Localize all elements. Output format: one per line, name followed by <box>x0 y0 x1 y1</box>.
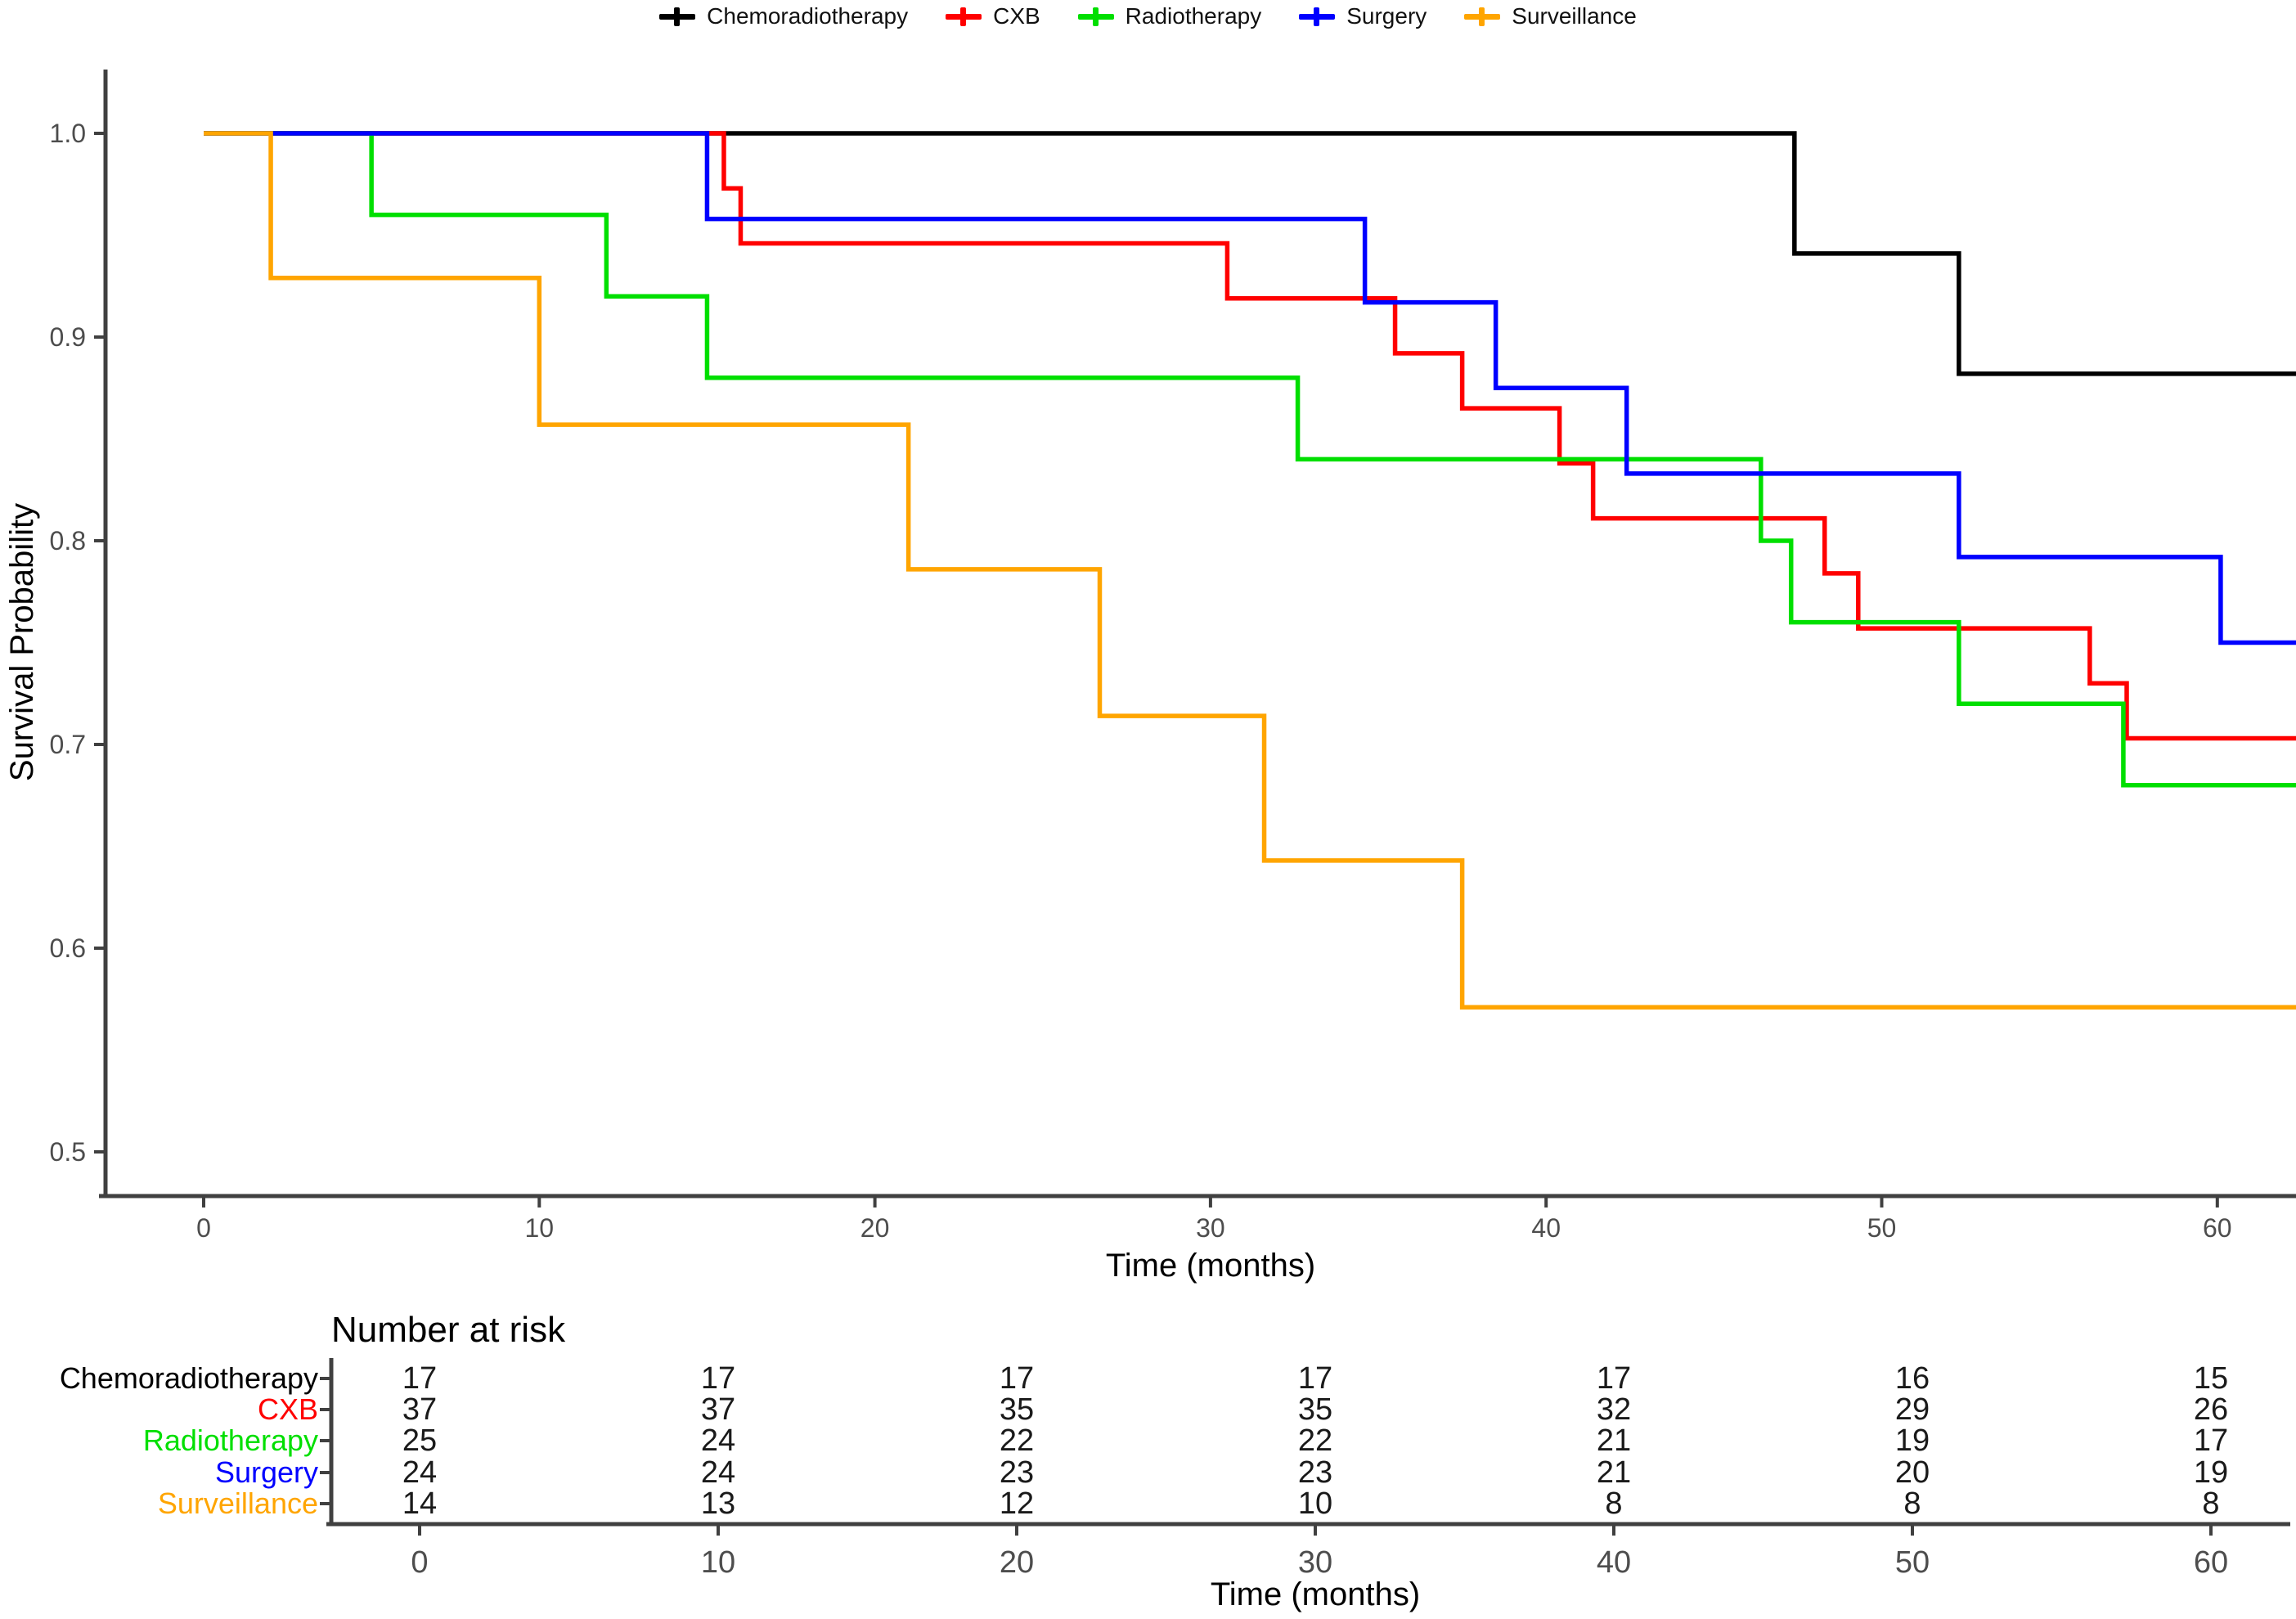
legend-item-surveillance: Surveillance <box>1464 3 1637 29</box>
y-tick-label: 1.0 <box>50 119 86 148</box>
risk-x-tick-label: 50 <box>1895 1545 1930 1580</box>
y-tick-label: 0.5 <box>50 1137 86 1167</box>
risk-x-tick-label: 0 <box>411 1545 428 1580</box>
risk-count: 8 <box>1903 1486 1921 1521</box>
y-axis-title: Survival Probability <box>4 503 40 781</box>
curve-radiotherapy <box>204 131 2296 788</box>
risk-table: Chemoradiotherapy 17 17 17 17 17 16 15 CXB 37 37 35… <box>60 1358 2290 1580</box>
y-tick-label: 0.6 <box>50 933 86 963</box>
risk-x-tick-label: 40 <box>1597 1545 1631 1580</box>
risk-count: 17 <box>2194 1423 2228 1458</box>
risk-count: 37 <box>701 1392 735 1427</box>
risk-count: 8 <box>1605 1486 1622 1521</box>
risk-x-tick-label: 10 <box>701 1545 735 1580</box>
y-tick-label: 0.9 <box>50 322 86 352</box>
legend-label: Surgery <box>1346 3 1427 29</box>
x-axis-title: Time (months) <box>1106 1248 1315 1284</box>
curve-surveillance <box>204 131 2296 1010</box>
legend-item-radiotherapy: Radiotherapy <box>1077 3 1262 29</box>
legend-label: Surveillance <box>1512 3 1637 29</box>
risk-count: 19 <box>1895 1423 1930 1458</box>
x-tick-label: 40 <box>1531 1213 1561 1243</box>
risk-row-label-surgery: Surgery <box>215 1455 318 1489</box>
legend-item-cxb: CXB <box>946 3 1040 29</box>
risk-row-label-surveillance: Surveillance <box>158 1486 318 1520</box>
risk-count: 17 <box>701 1361 735 1396</box>
risk-row-label-cxb: CXB <box>258 1392 318 1426</box>
x-tick-label: 60 <box>2203 1213 2232 1243</box>
risk-count: 20 <box>1895 1455 1930 1490</box>
risk-count: 13 <box>701 1486 735 1521</box>
risk-count: 12 <box>1000 1486 1034 1521</box>
risk-count: 8 <box>2202 1486 2219 1521</box>
risk-count: 35 <box>1000 1392 1034 1427</box>
legend-plus-marker-icon <box>1464 6 1501 28</box>
legend: Chemoradiotherapy CXB Radiotherapy Surgery S… <box>0 3 2296 29</box>
risk-count: 14 <box>402 1486 437 1521</box>
risk-count: 22 <box>1000 1423 1034 1458</box>
risk-count: 17 <box>402 1361 437 1396</box>
survival-curves <box>204 131 2296 1010</box>
legend-plus-marker-icon <box>1077 6 1114 28</box>
risk-count: 26 <box>2194 1392 2228 1427</box>
risk-x-tick-label: 20 <box>1000 1545 1034 1580</box>
risk-count: 17 <box>1000 1361 1034 1396</box>
risk-x-tick-label: 30 <box>1298 1545 1332 1580</box>
legend-label: Chemoradiotherapy <box>707 3 909 29</box>
risk-count: 23 <box>1000 1455 1034 1490</box>
risk-count: 16 <box>1895 1361 1930 1396</box>
risk-count: 10 <box>1298 1486 1332 1521</box>
curve-surgery <box>204 131 2296 645</box>
risk-count: 37 <box>402 1392 437 1427</box>
y-tick-label: 0.8 <box>50 526 86 555</box>
x-tick-label: 20 <box>860 1213 890 1243</box>
risk-count: 15 <box>2194 1361 2228 1396</box>
risk-count: 24 <box>701 1455 735 1490</box>
risk-count: 32 <box>1597 1392 1631 1427</box>
x-tick-label: 30 <box>1196 1213 1225 1243</box>
y-tick-label: 0.7 <box>50 730 86 759</box>
legend-plus-marker-icon <box>659 6 696 28</box>
risk-count: 24 <box>402 1455 437 1490</box>
risk-count: 21 <box>1597 1455 1631 1490</box>
risk-count: 17 <box>1298 1361 1332 1396</box>
curve-chemoradiotherapy <box>204 131 2296 376</box>
legend-item-surgery: Surgery <box>1299 3 1427 29</box>
x-tick-label: 0 <box>196 1213 211 1243</box>
risk-count: 21 <box>1597 1423 1631 1458</box>
x-tick-label: 10 <box>525 1213 555 1243</box>
risk-row-label-radiotherapy: Radiotherapy <box>143 1423 318 1457</box>
curve-cxb <box>204 131 2296 741</box>
risk-count: 17 <box>1597 1361 1631 1396</box>
risk-count: 19 <box>2194 1455 2228 1490</box>
risk-count: 22 <box>1298 1423 1332 1458</box>
legend-plus-marker-icon <box>946 6 982 28</box>
risk-row-label-chemoradiotherapy: Chemoradiotherapy <box>60 1361 318 1395</box>
legend-label: CXB <box>993 3 1040 29</box>
risk-count: 24 <box>701 1423 735 1458</box>
legend-label: Radiotherapy <box>1125 3 1262 29</box>
risk-count: 35 <box>1298 1392 1332 1427</box>
risk-count: 23 <box>1298 1455 1332 1490</box>
x-tick-label: 50 <box>1867 1213 1897 1243</box>
risk-x-axis-title: Time (months) <box>1211 1576 1420 1612</box>
legend-item-chemoradiotherapy: Chemoradiotherapy <box>659 3 908 29</box>
main-axes: 0.5 0.6 0.7 0.8 0.9 1.0 0 10 20 30 40 50 60 <box>50 70 2296 1243</box>
risk-x-tick-label: 60 <box>2194 1545 2228 1580</box>
legend-plus-marker-icon <box>1299 6 1336 28</box>
risk-count: 25 <box>402 1423 437 1458</box>
risk-table-title: Number at risk <box>331 1310 566 1350</box>
risk-count: 29 <box>1895 1392 1930 1427</box>
